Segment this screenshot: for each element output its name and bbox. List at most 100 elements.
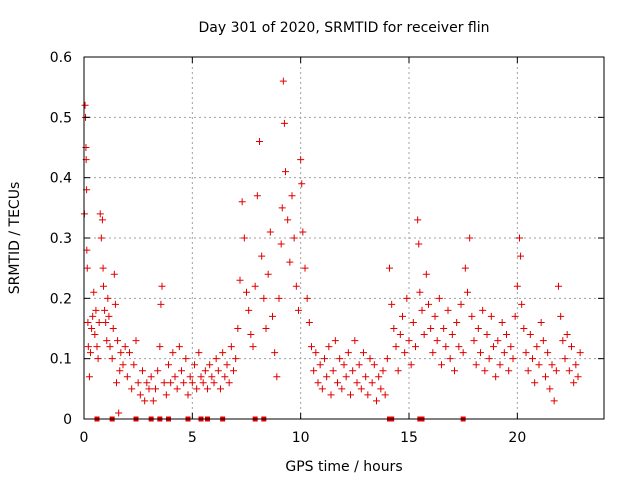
data-point [93,343,101,351]
data-point [349,367,357,375]
data-point [524,367,532,375]
data-point [555,282,562,290]
data-point [513,282,521,290]
data-point [565,367,573,375]
data-point [119,361,127,369]
data-point [197,373,205,381]
data-point [483,331,491,339]
data-point [323,373,331,381]
data-point [134,379,142,387]
data-point [280,119,288,127]
data-point [429,349,437,357]
data-point [109,325,117,332]
data-point [403,294,411,302]
data-point [128,385,136,393]
data-point [217,385,224,393]
data-point [253,192,261,200]
data-point [175,343,183,351]
data-point [522,349,530,357]
data-point [230,367,237,375]
data-point [188,379,196,387]
data-point [243,288,250,296]
data-point [234,325,242,332]
grid-lines [84,57,604,419]
data-point [282,168,289,176]
data-point [141,397,149,405]
data-point [111,300,119,308]
data-point [223,361,231,369]
data-point [84,343,92,351]
data-point [312,349,320,357]
data-point [295,306,302,314]
y-tick-label: 0.3 [50,231,72,247]
data-point [500,349,508,357]
data-point [273,373,281,381]
data-point [101,306,109,314]
data-point [221,373,229,381]
data-point [126,349,133,357]
data-point [472,361,480,369]
data-point [412,343,419,351]
data-point [116,367,124,375]
data-point [516,234,523,242]
y-tick-label: 0.6 [50,50,72,66]
data-point [368,379,376,387]
data-point [535,361,543,369]
data-point [552,367,560,375]
data-point [115,409,123,417]
data-point [364,391,372,399]
data-point [286,258,294,266]
data-point [446,355,454,363]
data-point [117,349,125,357]
data-point [278,204,286,212]
data-point [550,397,558,405]
data-point [219,349,227,357]
data-point [256,137,263,145]
data-point [201,367,209,375]
data-point [87,349,94,357]
data-point [130,361,138,369]
data-point [247,331,255,339]
data-point [169,349,177,357]
data-point [572,361,580,369]
data-point [269,312,276,320]
data-point [559,337,567,345]
data-point [236,276,244,284]
data-point [157,300,165,308]
data-point [284,216,292,224]
data-point [121,343,129,351]
data-point [249,343,257,351]
data-point [557,312,565,320]
data-point [470,337,478,345]
data-point [494,337,502,345]
data-point [526,331,534,339]
data-point [329,367,337,375]
data-point [548,361,556,369]
data-point [191,361,198,369]
data-point [90,288,98,296]
data-point [331,337,339,345]
data-point [561,355,569,363]
data-point [199,379,207,387]
data-point [132,337,140,345]
data-point [165,361,172,369]
data-point [433,337,441,345]
data-point [511,312,519,320]
data-point [451,367,458,375]
data-point [409,318,417,326]
data-point [290,234,298,242]
data-point [195,349,203,357]
data-point [366,355,374,363]
data-point [466,234,474,242]
data-point [479,306,487,314]
data-point [394,367,402,375]
data-point [83,264,91,272]
data-point [440,325,448,332]
data-point [114,337,122,345]
data-point [396,331,404,339]
data-point [298,180,306,188]
data-point [353,379,361,387]
data-point [232,355,240,363]
data-point [106,343,114,351]
